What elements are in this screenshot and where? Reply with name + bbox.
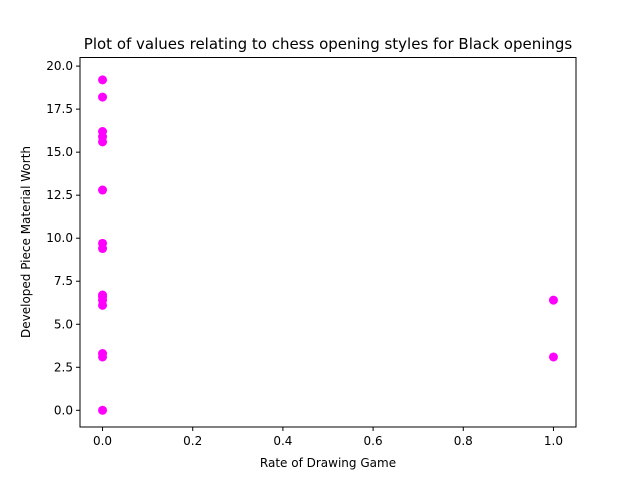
y-tick-label: 15.0 [46,145,73,159]
data-point [98,75,108,85]
plot-frame [79,57,577,428]
y-tick-label: 2.5 [54,360,73,374]
x-tick-label: 0.0 [93,434,112,448]
data-point [548,295,558,305]
y-tick-label: 12.5 [46,188,73,202]
x-tick-label: 0.6 [364,434,383,448]
data-point [98,92,108,102]
y-tick-label: 17.5 [46,102,73,116]
data-point [548,352,558,362]
data-point [98,244,108,254]
y-tick-label: 7.5 [54,274,73,288]
data-point [98,300,108,310]
y-tick-label: 20.0 [46,59,73,73]
x-tick-label: 0.8 [454,434,473,448]
y-tick-label: 10.0 [46,231,73,245]
chart-title: Plot of values relating to chess opening… [84,35,573,53]
data-point [98,405,108,415]
y-tick-label: 5.0 [54,317,73,331]
axis-ticks: 0.0 0.2 0.4 0.6 0.8 1.0 0.0 2.5 5.0 7.5 10.0 12.5 15… [46,59,563,448]
data-point [98,137,108,147]
data-point [98,185,108,195]
y-tick-label: 0.0 [54,403,73,417]
data-points [98,75,558,415]
data-point [98,352,108,362]
x-tick-label: 1.0 [544,434,563,448]
y-axis-label: Developed Piece Material Worth [19,146,33,338]
x-tick-label: 0.2 [183,434,202,448]
x-axis-label: Rate of Drawing Game [260,456,396,470]
x-tick-label: 0.4 [273,434,292,448]
